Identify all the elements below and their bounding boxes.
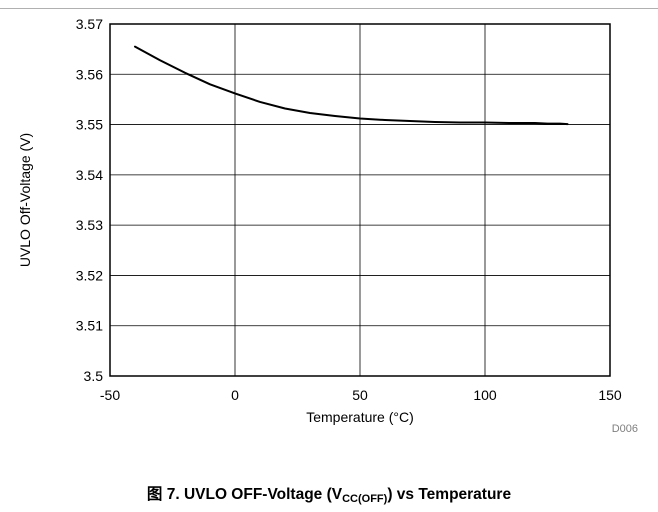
caption-suffix: ) vs Temperature bbox=[387, 486, 512, 503]
grid-lines bbox=[109, 23, 611, 377]
y-tick-label: 3.55 bbox=[76, 117, 103, 133]
y-tick-label: 3.54 bbox=[76, 167, 103, 183]
top-rule bbox=[0, 8, 658, 9]
series-layer bbox=[134, 45, 569, 126]
y-tick-labels: 3.5 3.51 3.52 3.53 3.54 3.55 3.56 3.57 bbox=[76, 16, 103, 384]
figure-id: D006 bbox=[612, 423, 638, 435]
x-tick-labels: -50 0 50 100 150 bbox=[100, 387, 622, 403]
caption-prefix: 图 7. UVLO OFF-Voltage (V bbox=[146, 486, 343, 503]
y-axis-title: UVLO Off-Voltage (V) bbox=[17, 133, 33, 267]
series-line bbox=[134, 45, 569, 126]
uvlo-temperature-chart: -50 0 50 100 150 3.5 3.51 3.52 3.53 3.54 3.55 3.56… bbox=[17, 16, 638, 435]
y-tick-label: 3.51 bbox=[76, 318, 103, 334]
caption-subscript: CC(OFF) bbox=[342, 493, 388, 505]
y-tick-label: 3.53 bbox=[76, 217, 103, 233]
figure-caption: 图 7. UVLO OFF-Voltage (VCC(OFF)) vs Temp… bbox=[0, 482, 658, 505]
x-tick-label: 150 bbox=[598, 387, 622, 403]
x-tick-label: 100 bbox=[473, 387, 497, 403]
plot-frame bbox=[109, 23, 611, 377]
x-tick-label: 0 bbox=[231, 387, 239, 403]
x-tick-label: -50 bbox=[100, 387, 120, 403]
x-tick-label: 50 bbox=[352, 387, 368, 403]
y-tick-label: 3.57 bbox=[76, 16, 103, 32]
y-tick-label: 3.52 bbox=[76, 267, 103, 283]
y-tick-label: 3.56 bbox=[76, 66, 103, 82]
y-tick-label: 3.5 bbox=[84, 368, 104, 384]
x-axis-title: Temperature (°C) bbox=[306, 409, 414, 425]
